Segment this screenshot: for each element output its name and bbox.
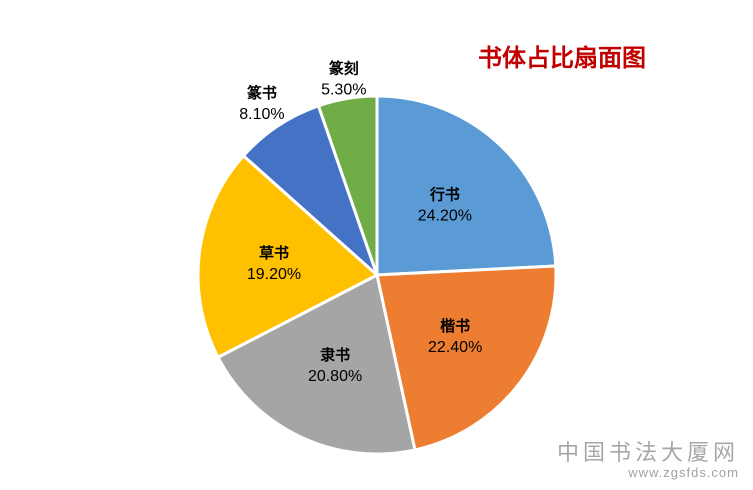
slice-value-zhuanshu: 8.10% (239, 106, 284, 123)
watermark-url: www.zgsfds.com (628, 465, 739, 480)
slice-value-lishu: 20.80% (308, 368, 362, 385)
slice-label-lishu: 隶书 (320, 346, 350, 364)
slice-label-xingshu: 行书 (429, 186, 460, 204)
slice-label-zhuanshu: 篆书 (247, 84, 277, 102)
slice-value-caoshu: 19.20% (247, 266, 301, 283)
pie-slice-lishu (216, 273, 417, 456)
slice-label-kaishu: 楷书 (440, 317, 470, 335)
slice-label-zhuanke: 篆刻 (329, 59, 359, 77)
pie-slice-kaishu (375, 264, 558, 452)
slice-label-caoshu: 草书 (259, 244, 289, 262)
pie-slice-zhuanke (316, 94, 379, 277)
pie-slice-zhuanshu (241, 104, 379, 277)
slice-value-zhuanke: 5.30% (321, 81, 366, 98)
chart-title: 书体占比扇面图 (478, 44, 646, 72)
slice-value-kaishu: 22.40% (428, 339, 482, 356)
pie-slice-caoshu (196, 154, 379, 359)
slice-value-xingshu: 24.20% (418, 208, 472, 225)
watermark-site-name: 中国书法大厦网 (556, 441, 739, 466)
watermark: 中国书法大厦网 www.zgsfds.com (557, 435, 739, 480)
pie-slice-xingshu (375, 94, 558, 277)
